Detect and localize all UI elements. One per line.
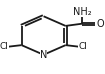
Text: N: N	[40, 50, 47, 60]
Text: NH₂: NH₂	[73, 7, 92, 17]
Text: Cl: Cl	[0, 42, 9, 51]
Text: Cl: Cl	[78, 42, 87, 51]
Text: O: O	[96, 19, 104, 29]
